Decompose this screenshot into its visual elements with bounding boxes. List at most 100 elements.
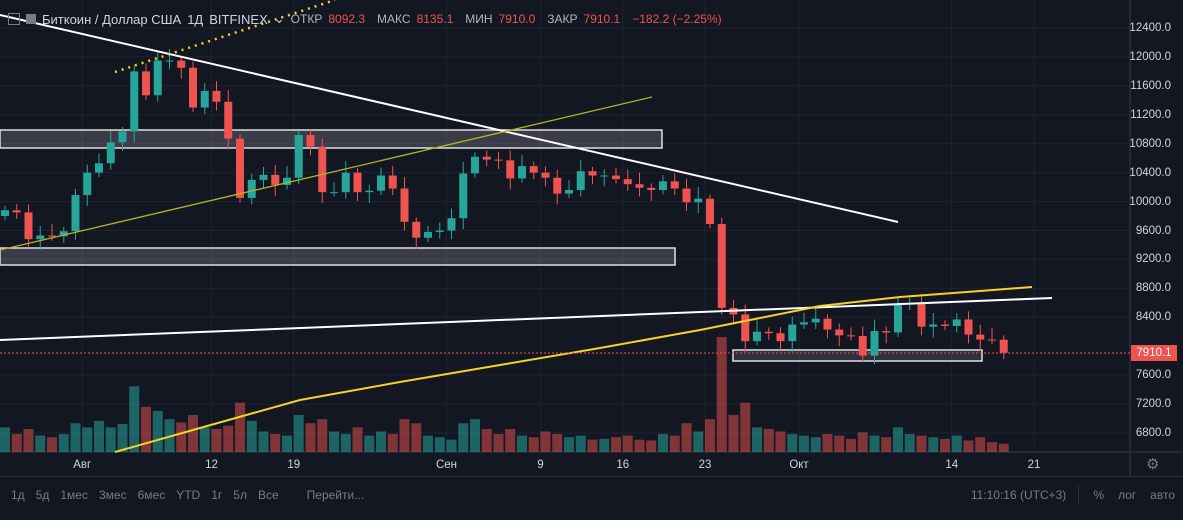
time-tick-label: Сен <box>435 459 458 471</box>
symbol-name[interactable]: Биткоин / Доллар США <box>42 11 182 27</box>
candle-body <box>988 339 996 341</box>
candles <box>1 48 1008 365</box>
range-all[interactable]: Все <box>257 488 279 502</box>
open-label: ОТКР <box>290 12 323 26</box>
gear-icon[interactable]: ⚙ <box>1146 456 1160 473</box>
candle-body <box>189 67 197 108</box>
candle-body <box>412 221 421 238</box>
clock[interactable]: 11:10:16 (UTC+3) <box>970 488 1067 502</box>
time-tick-label: Окт <box>789 459 809 471</box>
candle-body <box>306 135 315 147</box>
candle-body <box>212 90 221 102</box>
volume-bar <box>540 431 551 452</box>
range-5y[interactable]: 5л <box>233 488 247 502</box>
candle-body <box>941 324 949 326</box>
volume-bar <box>705 419 715 452</box>
downtrend-line[interactable] <box>0 14 899 223</box>
interval[interactable]: 1Д <box>187 11 204 27</box>
range-1d[interactable]: 1д <box>11 488 25 502</box>
add-symbol-icon[interactable] <box>8 13 20 25</box>
support-zone[interactable] <box>0 247 676 266</box>
candle-body <box>518 166 526 179</box>
candle-body <box>694 198 703 203</box>
volume-bar <box>141 406 151 452</box>
candle-body <box>894 303 902 333</box>
goto-button[interactable]: Перейти... <box>306 488 365 502</box>
candle-body <box>764 331 773 334</box>
auto-toggle[interactable]: авто <box>1150 488 1175 502</box>
range-zone[interactable] <box>732 349 983 362</box>
candle-body <box>153 60 162 96</box>
candle-body <box>529 166 538 173</box>
price-chart[interactable] <box>0 0 1183 476</box>
candle-body <box>95 163 103 173</box>
volume-bar <box>822 433 833 452</box>
horizontal-trend-line[interactable] <box>0 297 1053 341</box>
candle-body <box>236 138 244 198</box>
candle-body <box>835 329 844 336</box>
volume-bar <box>799 435 809 452</box>
volume-bar <box>35 435 46 452</box>
candle-body <box>283 177 291 185</box>
close-label: ЗАКР <box>547 12 578 26</box>
price-tick-label: 8400.0 <box>1135 311 1171 324</box>
volume-bar <box>611 437 621 452</box>
volume-bar <box>975 437 986 452</box>
range-1y[interactable]: 1г <box>211 488 223 502</box>
candle-body <box>341 172 350 193</box>
exchange[interactable]: BITFINEX <box>209 11 268 27</box>
volume-bar <box>152 410 163 452</box>
candle-body <box>917 303 926 327</box>
candle-body <box>1 210 9 217</box>
volume-bar <box>587 439 598 452</box>
volume-bar <box>564 437 574 452</box>
price-tick-label: 10800.0 <box>1129 137 1171 150</box>
volume-bar <box>951 435 962 452</box>
volume-bar <box>658 433 668 452</box>
candle-body <box>224 101 233 139</box>
candle-body <box>588 171 597 176</box>
volume-bar <box>752 427 762 452</box>
candle-body <box>565 190 573 194</box>
volume-bar <box>987 442 997 452</box>
volume-bar <box>998 443 1009 452</box>
grid <box>0 0 1130 452</box>
price-tick-label: 10000.0 <box>1129 195 1171 208</box>
candle-body <box>388 175 397 189</box>
volume-bar <box>810 437 821 452</box>
volume-bar <box>58 433 69 452</box>
range-5d[interactable]: 5д <box>35 488 50 502</box>
candle-body <box>83 172 92 196</box>
time-tick-label: 23 <box>698 459 712 471</box>
candle-body <box>294 135 303 178</box>
low-label: МИН <box>465 12 493 26</box>
candle-body <box>330 192 338 194</box>
range-3m[interactable]: 3мес <box>98 488 127 502</box>
high-label: МАКС <box>377 12 411 26</box>
range-1m[interactable]: 1мес <box>60 488 88 502</box>
uptrend-line[interactable] <box>0 96 653 251</box>
resistance-zone[interactable] <box>0 129 663 149</box>
volume-bar <box>775 431 786 452</box>
candle-body <box>823 318 832 330</box>
chevron-down-icon[interactable]: ⌄ <box>273 11 285 26</box>
candle-body <box>717 223 726 308</box>
percent-toggle[interactable]: % <box>1093 488 1104 502</box>
time-tick-label: 21 <box>1027 459 1041 471</box>
range-6m[interactable]: 6мес <box>137 488 166 502</box>
candle-body <box>647 187 656 190</box>
range-ytd[interactable]: YTD <box>176 488 201 502</box>
log-toggle[interactable]: лог <box>1117 488 1137 502</box>
volume-bar <box>423 435 433 452</box>
price-tick-label: 8800.0 <box>1135 282 1171 295</box>
open-value: 8092.3 <box>328 12 366 26</box>
volume-bar <box>0 427 10 452</box>
volume-bar <box>599 438 610 452</box>
symbol-legend: Биткоин / Доллар США 1Д BITFINEX ⌄ ОТКР 8… <box>8 11 728 27</box>
candle-body <box>670 181 679 189</box>
time-tick-label: Авг <box>73 459 92 471</box>
volume-bar <box>528 437 539 452</box>
candle-body <box>976 334 985 340</box>
volume-bar <box>117 424 128 452</box>
candle-body <box>459 173 468 219</box>
